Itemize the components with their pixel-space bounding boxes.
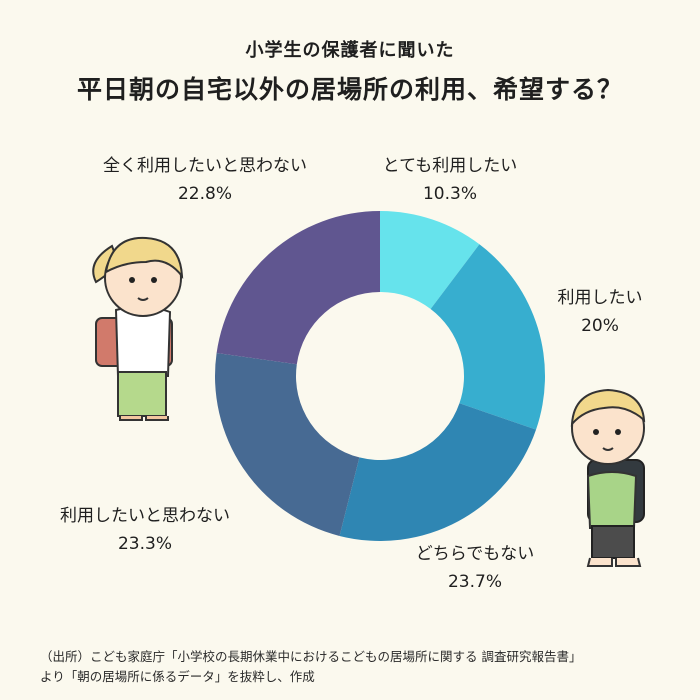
donut-slice-0 [380,211,480,309]
donut-slice-3 [214,353,360,536]
slice-category: 利用したい [557,288,643,308]
slice-label-neutral: どちらでもない 23.7% [385,540,565,596]
chart-title: 平日朝の自宅以外の居場所の利用、希望する？ [76,75,623,104]
slice-label-very-unwilling: 全く利用したいと思わない 22.8% [60,152,350,208]
slice-category: どちらでもない [415,544,535,564]
slice-value: 10.3% [422,184,477,204]
donut-slice-1 [430,244,545,430]
slice-label-very-willing: とても利用したい 10.3% [355,152,545,208]
slice-value: 23.3% [117,534,172,554]
donut-slices [214,211,545,541]
slice-value: 22.8% [177,184,232,204]
chart-subtitle: 小学生の保護者に聞いた [245,40,455,61]
boy-with-backpack-icon [570,388,646,567]
source-footnote: （出所）こども家庭庁「小学校の長期休業中におけるこどもの居場所に関する 調査研究… [40,647,680,687]
slice-category: 利用したいと思わない [60,506,230,526]
donut-slice-4 [216,211,380,365]
slice-category: とても利用したい [382,156,518,176]
girl-with-backpack-icon [92,236,184,421]
slice-value: 23.7% [447,572,502,592]
slice-label-willing: 利用したい 20% [520,284,680,340]
footnote-line: （出所）こども家庭庁「小学校の長期休業中におけるこどもの居場所に関する 調査研究… [40,649,582,664]
slice-label-unwilling: 利用したいと思わない 23.3% [25,502,265,558]
footnote-line: より「朝の居場所に係るデータ」を抜粋し、作成 [40,669,315,684]
donut-slice-2 [339,403,537,541]
slice-category: 全く利用したいと思わない [103,156,307,176]
slice-value: 20% [581,316,619,336]
